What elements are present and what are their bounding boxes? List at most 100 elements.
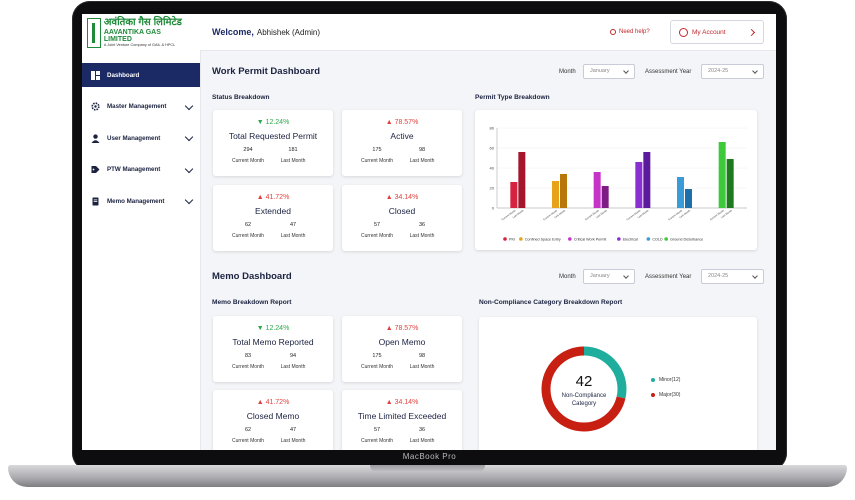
last-month-value: 98: [418, 147, 426, 153]
sidebar-nav: Dashboard Master Management User Managem…: [82, 63, 200, 221]
current-month-caption: Current Month: [232, 438, 264, 444]
y-tick-label: 60: [490, 146, 495, 151]
chevron-down-icon[interactable]: [184, 195, 194, 205]
stat-label: Active: [390, 131, 414, 141]
memo-assessment-year-select[interactable]: 2024-25: [701, 269, 764, 284]
memo-dashboard-title: Memo Dashboard: [212, 271, 292, 282]
last-month-caption: Last Month: [409, 438, 435, 444]
sidebar-item-label: Master Management: [107, 103, 167, 110]
stat-card: ▼ 12.24% Total Requested Permit 294 181 …: [213, 110, 333, 176]
flame-logo-icon: [87, 18, 101, 48]
bar: [677, 177, 684, 208]
legend-item-minor: Minor(12): [651, 373, 680, 388]
current-month-caption: Current Month: [361, 158, 393, 164]
last-month-caption: Last Month: [280, 233, 306, 239]
last-month-caption: Last Month: [409, 233, 435, 239]
info-icon: [610, 29, 616, 35]
bar: [635, 162, 643, 208]
current-month-caption: Current Month: [361, 233, 393, 239]
stat-card: ▲ 78.57% Open Memo 175 98 Current Month …: [342, 316, 462, 382]
stat-card: ▲ 34.14% Time Limited Exceeded 57 36 Cur…: [342, 390, 462, 450]
current-month-value: 294: [243, 147, 253, 153]
sidebar-item-user-management[interactable]: User Management: [82, 126, 200, 150]
trend-percent: ▲ 34.14%: [385, 399, 419, 406]
x-tick-label: Last Month: [553, 208, 566, 219]
memo-month-select[interactable]: January: [583, 269, 635, 284]
trend-up-icon: ▼: [256, 325, 266, 332]
trend-down-icon: ▲: [256, 194, 266, 201]
welcome-label: Welcome,: [212, 27, 254, 37]
current-month-caption: Current Month: [232, 364, 264, 370]
sidebar-item-master-management[interactable]: Master Management: [82, 95, 200, 119]
legend-swatch-icon: [646, 237, 651, 241]
stat-card: ▲ 41.72% Closed Memo 62 47 Current Month…: [213, 390, 333, 450]
dashboard-icon: [91, 70, 100, 80]
user-icon: [91, 133, 100, 143]
sidebar: अवंतिका गैस लिमिटेड AAVANTIKA GAS LIMITE…: [82, 14, 201, 450]
trend-percent: ▲ 78.57%: [385, 325, 419, 332]
sidebar-item-label: PTW Management: [107, 166, 161, 173]
laptop-base: [8, 465, 847, 487]
donut-segment: [541, 346, 627, 432]
stat-card: ▲ 41.72% Extended 62 47 Current Month La…: [213, 185, 333, 251]
welcome-message: Welcome, Abhishek (Admin): [212, 27, 320, 37]
stat-card: ▲ 78.57% Active 175 98 Current Month Las…: [342, 110, 462, 176]
status-breakdown-title: Status Breakdown: [212, 94, 270, 101]
legend-swatch-icon: [617, 237, 621, 241]
user-name: Abhishek (Admin): [256, 28, 320, 37]
stat-card: ▲ 34.14% Closed 57 36 Current Month Last…: [342, 185, 462, 251]
legend-label: Critical Work Permit: [574, 237, 607, 241]
x-tick-label: Last Month: [595, 208, 608, 219]
last-month-caption: Last Month: [409, 364, 435, 370]
current-month-value: 57: [373, 222, 381, 228]
stat-label: Open Memo: [378, 337, 426, 347]
sidebar-item-label: Dashboard: [107, 71, 140, 79]
legend-label: Electrical: [623, 237, 638, 241]
current-month-value: 62: [244, 427, 252, 433]
sidebar-item-ptw-management[interactable]: PTW Management: [82, 158, 200, 182]
sidebar-item-label: Memo Management: [107, 197, 165, 205]
last-month-value: 98: [418, 353, 426, 359]
permit-type-chart-panel: 0 20 40 60 80 Current Month Last Month Current …: [475, 110, 757, 250]
need-help-link[interactable]: Need help?: [610, 29, 650, 35]
logo-english-text: AAVANTIKA GAS LIMITED: [103, 29, 161, 44]
non-compliance-panel: 42 Non-Compliance Category Minor(12) Major…: [479, 317, 757, 450]
bar: [718, 142, 726, 208]
trend-down-icon: ▲: [385, 119, 395, 126]
bar: [510, 182, 518, 208]
settings-icon: [91, 102, 100, 111]
y-tick-label: 0: [492, 206, 495, 211]
sidebar-item-dashboard[interactable]: Dashboard: [82, 63, 200, 87]
logo-tagline: A Joint Venture Company of GAIL & HPCL: [103, 43, 176, 48]
trend-percent: ▼ 12.24%: [256, 325, 290, 332]
chevron-down-icon[interactable]: [184, 101, 194, 110]
sidebar-item-memo-management[interactable]: Memo Management: [82, 189, 200, 213]
non-compliance-donut-chart: 42 Non-Compliance Category: [541, 346, 627, 432]
last-month-value: 47: [289, 222, 297, 228]
my-account-button[interactable]: My Account: [670, 20, 764, 44]
bar: [560, 174, 567, 208]
current-month-caption: Current Month: [361, 364, 393, 370]
assessment-year-select[interactable]: 2024-25: [701, 64, 764, 79]
chevron-down-icon[interactable]: [184, 132, 194, 142]
legend-label: Confined Space Entry: [525, 237, 561, 241]
last-month-caption: Last Month: [280, 158, 306, 164]
need-help-label: Need help?: [619, 29, 650, 35]
trend-percent: ▲ 41.72%: [256, 194, 290, 201]
current-month-value: 62: [244, 222, 252, 228]
assessment-year-label: Assessment Year: [645, 274, 692, 280]
current-month-caption: Current Month: [232, 233, 264, 239]
legend-label: COLD: [652, 237, 663, 241]
account-icon: [679, 27, 688, 37]
assessment-year-label: Assessment Year: [645, 69, 692, 75]
top-bar: Welcome, Abhishek (Admin) Need help? My A…: [200, 14, 776, 51]
major-swatch-icon: [651, 392, 655, 397]
legend-swatch-icon: [503, 237, 507, 241]
month-select[interactable]: January: [583, 64, 635, 79]
device-brand: MacBook Pro: [402, 452, 457, 461]
memo-breakdown-title: Memo Breakdown Report: [212, 299, 292, 306]
x-tick-label: Last Month: [512, 208, 525, 219]
stat-card: ▼ 12.24% Total Memo Reported 83 94 Curre…: [213, 316, 333, 382]
chevron-down-icon[interactable]: [184, 164, 194, 173]
